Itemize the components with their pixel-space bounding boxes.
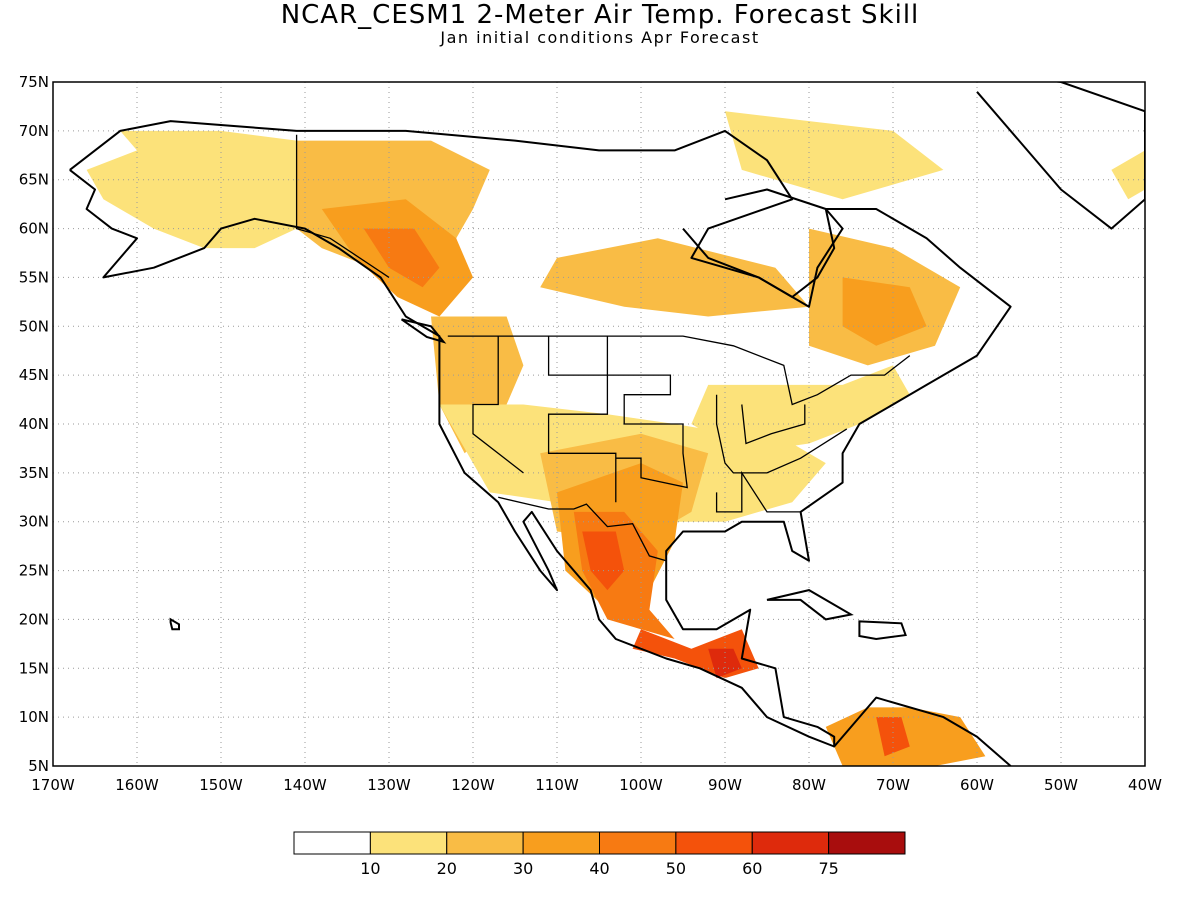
colorbar-swatch: [828, 831, 906, 855]
lat-label: 40N: [19, 415, 49, 433]
skill-shading-layer: [86, 111, 1145, 766]
island-hispaniola: [858, 620, 907, 641]
lon-label: 110W: [535, 776, 579, 794]
state-line-3: [606, 336, 688, 489]
lon-label: 70W: [876, 776, 910, 794]
greenland: [976, 82, 1145, 230]
colorbar-label: 30: [513, 859, 533, 878]
lat-label: 65N: [19, 171, 49, 189]
lat-label: 50N: [19, 317, 49, 335]
us-canada-border: [447, 335, 911, 406]
colorbar-swatch: [675, 831, 753, 855]
longitude-tick-labels: 170W 160W 150W 140W 130W 120W 110W 100W 90W 80W 70…: [31, 776, 1162, 794]
lon-label: 100W: [619, 776, 663, 794]
state-line-6: [715, 470, 801, 513]
state-line-5: [741, 404, 806, 445]
colorbar: 10 20 30 40 50 60 75: [293, 831, 906, 878]
skill-region-south-america-peak: [876, 717, 910, 757]
skill-region-central-america-peak: [708, 648, 742, 679]
island-hawaii: [169, 617, 180, 631]
lat-label: 35N: [19, 464, 49, 482]
lon-label: 140W: [283, 776, 327, 794]
map-title: NCAR_CESM1 2-Meter Air Temp. Forecast Sk…: [280, 0, 920, 30]
skill-region-arctic-east: [725, 111, 944, 200]
lon-label: 50W: [1044, 776, 1078, 794]
state-line-4: [715, 394, 848, 474]
lon-label: 40W: [1128, 776, 1162, 794]
colorbar-label: 40: [589, 859, 609, 878]
lon-label: 90W: [708, 776, 742, 794]
colorbar-label: 50: [666, 859, 686, 878]
map-subtitle: Jan initial conditions Apr Forecast: [440, 28, 760, 47]
colorbar-swatch: [599, 831, 677, 855]
skill-region-hudson-band: [540, 238, 809, 317]
north-america-coast: [69, 120, 1012, 766]
us-mexico-border: [498, 496, 667, 562]
lon-label: 120W: [451, 776, 495, 794]
gridlines: [53, 82, 1145, 766]
colorbar-swatch: [522, 831, 600, 855]
colorbar-label: 10: [360, 859, 380, 878]
lat-label: 45N: [19, 366, 49, 384]
skill-region-mexico-peak: [582, 531, 625, 591]
coastline-layer: [69, 82, 1145, 766]
skill-region-bc-core: [363, 228, 440, 288]
skill-region-alaska-west: [86, 130, 297, 249]
colorbar-label: 75: [818, 859, 838, 878]
lat-label: 10N: [19, 708, 49, 726]
lon-label: 160W: [115, 776, 159, 794]
lat-label: 75N: [19, 73, 49, 91]
skill-region-greenland-edge: [1111, 150, 1145, 200]
state-line-2: [547, 336, 617, 503]
colorbar-swatch: [446, 831, 524, 855]
pacific-coast: [69, 169, 835, 748]
lon-label: 170W: [31, 776, 75, 794]
lat-label: 60N: [19, 220, 49, 238]
colorbar-label: 60: [742, 859, 762, 878]
colorbar-swatch: [751, 831, 830, 855]
map-frame: [52, 81, 1146, 767]
political-boundaries-layer: [295, 134, 911, 562]
lat-label: 5N: [28, 757, 49, 775]
lat-label: 55N: [19, 268, 49, 286]
lat-label: 20N: [19, 610, 49, 628]
hudson-bay: [682, 188, 836, 298]
colorbar-swatch: [293, 831, 371, 855]
lon-label: 130W: [367, 776, 411, 794]
island-cuba: [766, 589, 854, 621]
latitude-tick-labels: 5N 10N 15N 20N 25N 30N 35N 40N 45N 50N 55N 60N 65N 70…: [19, 73, 49, 775]
lat-label: 15N: [19, 659, 49, 677]
lon-label: 60W: [960, 776, 994, 794]
lat-label: 25N: [19, 562, 49, 580]
colorbar-label: 20: [437, 859, 457, 878]
skill-region-quebec-core: [842, 277, 927, 346]
island-vancouver-island: [401, 318, 447, 344]
skill-region-east-us: [691, 365, 910, 454]
colorbar-swatch: [369, 831, 448, 855]
lon-label: 80W: [792, 776, 826, 794]
alaska-border: [295, 134, 390, 278]
lat-label: 70N: [19, 122, 49, 140]
lat-label: 30N: [19, 513, 49, 531]
lon-label: 150W: [199, 776, 243, 794]
state-line-1: [472, 336, 524, 474]
